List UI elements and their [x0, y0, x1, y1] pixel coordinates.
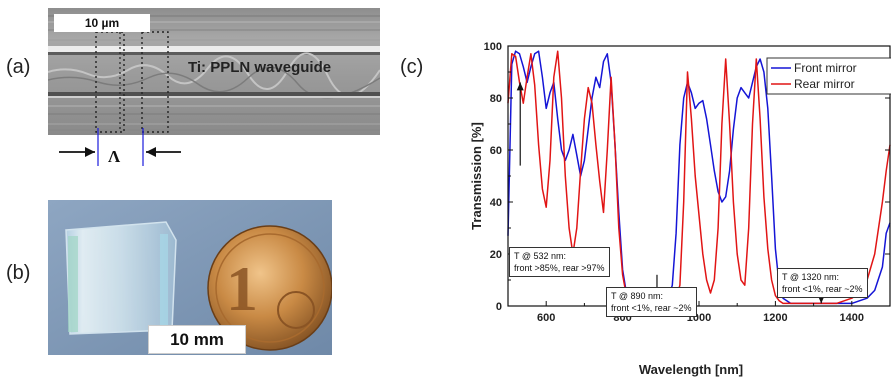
- annotation-890-line2: front <1%, rear ~2%: [611, 303, 692, 313]
- crystal-coin-photo: 1: [48, 200, 332, 355]
- y-tick-label: 80: [490, 93, 502, 105]
- annotation-532-line2: front >85%, rear >97%: [514, 263, 605, 273]
- panel-b-label: (b): [6, 262, 31, 284]
- legend-label-front: Front mirror: [794, 61, 857, 75]
- period-arrows: [59, 128, 181, 166]
- scale-bar-10-mm: 10 mm: [148, 325, 246, 354]
- annotation-532-line1: T @ 532 nm:: [514, 251, 566, 261]
- annotation-1320-line2: front <1%, rear ~2%: [782, 284, 863, 294]
- annotation-890-line1: T @ 890 nm:: [611, 291, 663, 301]
- legend-label-rear: Rear mirror: [794, 77, 855, 91]
- scale-bar-10-micron: 10 µm: [54, 14, 150, 32]
- annotation-890: T @ 890 nm: front <1%, rear ~2%: [606, 287, 697, 317]
- annotation-1320: T @ 1320 nm: front <1%, rear ~2%: [777, 268, 868, 298]
- svg-text:1: 1: [226, 253, 258, 324]
- x-tick-label: 1200: [763, 312, 787, 324]
- annotation-532: T @ 532 nm: front >85%, rear >97%: [509, 247, 610, 277]
- x-axis-title: Wavelength [nm]: [639, 362, 743, 377]
- chart-legend: Front mirror Rear mirror: [766, 57, 891, 95]
- panel-a-label: (a): [6, 56, 31, 78]
- y-tick-label: 0: [496, 301, 502, 313]
- x-tick-label: 600: [537, 312, 555, 324]
- y-axis-title: Transmission [%]: [469, 122, 484, 230]
- y-tick-label: 60: [490, 145, 502, 157]
- period-symbol: Λ: [108, 147, 121, 166]
- series-line-rear: [507, 50, 891, 305]
- x-tick-label: 1400: [840, 312, 864, 324]
- y-tick-label: 100: [484, 41, 502, 53]
- waveguide-label: Ti: PPLN waveguide: [188, 59, 332, 76]
- y-tick-label: 40: [490, 197, 502, 209]
- annotation-1320-line1: T @ 1320 nm:: [782, 272, 839, 282]
- annotation-arrowhead: [516, 82, 524, 91]
- panel-c-label: (c): [400, 56, 424, 78]
- y-tick-label: 20: [490, 249, 502, 261]
